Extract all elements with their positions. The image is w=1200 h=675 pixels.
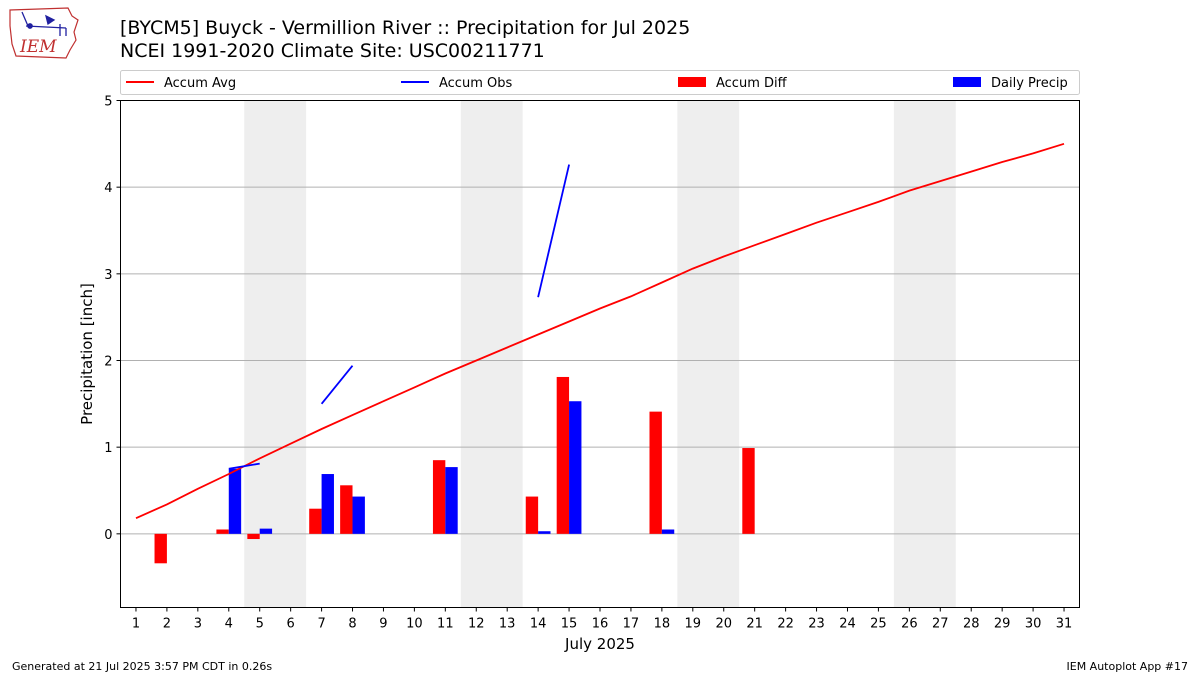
- accum-diff-bar: [432, 460, 446, 534]
- weekend-band: [460, 100, 523, 608]
- x-tick-label: 7: [317, 617, 325, 632]
- weekend-band: [893, 100, 956, 608]
- accum-diff-bar: [340, 485, 353, 534]
- legend-bar-swatch: [678, 77, 706, 87]
- x-tick-label: 16: [592, 617, 609, 632]
- x-tick-label: 25: [870, 617, 887, 632]
- accum-diff-bar: [649, 411, 662, 534]
- x-tick-label: 10: [406, 617, 423, 632]
- legend-label: Accum Avg: [164, 76, 236, 91]
- daily-precip-bar: [569, 401, 582, 534]
- daily-precip-bar: [259, 528, 273, 534]
- x-tick-label: 3: [194, 617, 202, 632]
- accum-diff-bar: [154, 533, 167, 564]
- x-tick-label: 21: [746, 617, 763, 632]
- legend-label: Accum Diff: [716, 76, 788, 91]
- daily-precip-bar: [538, 531, 551, 534]
- daily-precip-bar: [352, 496, 365, 534]
- daily-precip-bar: [445, 467, 458, 534]
- app-label: IEM Autoplot App #17: [1066, 660, 1189, 673]
- accum-diff-bar: [556, 376, 570, 534]
- y-tick-label: 5: [104, 95, 112, 110]
- daily-precip-bar: [321, 474, 334, 534]
- x-tick-label: 9: [379, 617, 387, 632]
- x-tick-label: 29: [994, 617, 1011, 632]
- x-tick-label: 8: [348, 617, 356, 632]
- accum-obs-line: [320, 365, 354, 405]
- iem-logo: IEM: [9, 7, 79, 59]
- x-axis-label: July 2025: [564, 635, 635, 653]
- weather-station-icon: [21, 11, 67, 36]
- generated-timestamp: Generated at 21 Jul 2025 3:57 PM CDT in …: [12, 660, 273, 673]
- legend-bar-swatch: [953, 77, 981, 87]
- daily-precip-bar: [228, 468, 242, 534]
- x-tick-label: 23: [808, 617, 825, 632]
- legend-label: Daily Precip: [991, 76, 1068, 91]
- x-tick-label: 13: [499, 617, 516, 632]
- x-tick-label: 15: [561, 617, 578, 632]
- x-tick-label: 20: [715, 617, 732, 632]
- y-tick-label: 2: [104, 355, 112, 370]
- x-tick-label: 24: [839, 617, 856, 632]
- y-tick-label: 3: [104, 268, 112, 283]
- iowa-outline-icon: [9, 7, 79, 59]
- accum-obs-line: [537, 164, 570, 298]
- y-axis: 0 1 2 3 4 5: [104, 95, 121, 543]
- y-axis-label: Precipitation [inch]: [78, 283, 96, 425]
- x-tick-label: 18: [654, 617, 671, 632]
- plot-frame: [120, 100, 1080, 608]
- legend-box: [120, 70, 1080, 95]
- weekend-band: [244, 100, 307, 608]
- x-tick-label: 17: [623, 617, 640, 632]
- lines-group: [135, 142, 1065, 520]
- x-axis: 1 2 3 4 5 6 7 8 9 10 11 12 13 14 15 16 17 18 19 20 21 22 23 24 2…: [132, 607, 1073, 632]
- legend-label: Accum Obs: [439, 76, 512, 91]
- x-tick-label: 4: [225, 617, 233, 632]
- x-tick-label: 30: [1025, 617, 1042, 632]
- y-tick-label: 0: [104, 528, 112, 543]
- accum-obs-line: [228, 462, 260, 470]
- gridlines-group: [120, 100, 1080, 535]
- accum-diff-bar: [742, 448, 755, 534]
- x-tick-label: 19: [685, 617, 702, 632]
- legend: Accum Avg Accum Obs Accum Diff Daily Precip: [120, 70, 1080, 95]
- chart-subtitle: NCEI 1991-2020 Climate Site: USC00211771: [120, 40, 545, 62]
- accum-diff-bar: [216, 529, 229, 534]
- logo-text: IEM: [19, 37, 57, 57]
- x-tick-label: 2: [163, 617, 171, 632]
- accum-diff-bar: [525, 496, 539, 534]
- x-tick-label: 14: [530, 617, 547, 632]
- accum-diff-bar: [247, 533, 260, 540]
- chart-title: [BYCM5] Buyck - Vermillion River :: Prec…: [120, 17, 691, 39]
- x-tick-label: 31: [1056, 617, 1073, 632]
- y-tick-label: 4: [104, 181, 112, 196]
- x-tick-label: 12: [468, 617, 485, 632]
- x-tick-label: 22: [777, 617, 794, 632]
- x-tick-label: 26: [901, 617, 918, 632]
- daily-precip-bar: [661, 529, 675, 534]
- accum-avg-line: [135, 142, 1065, 520]
- weekend-shading-group: [244, 100, 956, 608]
- x-tick-label: 11: [437, 617, 454, 632]
- weekend-band: [677, 100, 740, 608]
- bars-group: [154, 376, 755, 564]
- x-tick-label: 5: [256, 617, 264, 632]
- x-tick-label: 6: [287, 617, 295, 632]
- x-tick-label: 27: [932, 617, 949, 632]
- accum-diff-bar: [309, 508, 322, 534]
- x-tick-label: 28: [963, 617, 980, 632]
- y-tick-label: 1: [104, 441, 112, 456]
- x-tick-label: 1: [132, 617, 140, 632]
